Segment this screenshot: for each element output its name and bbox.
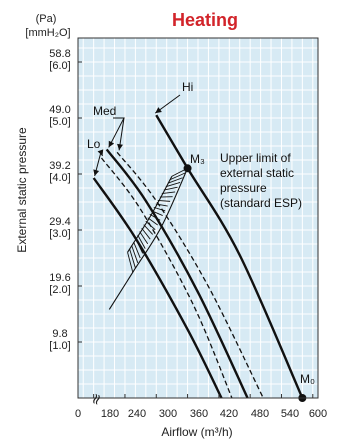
- esp-hatch-line: [137, 234, 146, 249]
- y-tick-label-mmh2o: [4.0]: [49, 172, 70, 184]
- esp-hatch-line: [127, 252, 134, 273]
- curve-med-solid: [105, 148, 249, 399]
- x-tick-label: 480: [251, 408, 269, 420]
- y-tick-label-mmh2o: [3.0]: [49, 228, 70, 240]
- med-label: Med: [93, 104, 116, 118]
- y-tick-label-mmh2o: [5.0]: [49, 116, 70, 128]
- esp-hatch-line: [145, 220, 156, 231]
- lo-label: Lo: [87, 137, 101, 151]
- y-tick-label-pa: 39.2: [49, 160, 70, 172]
- esp-hatch-line: [169, 172, 186, 181]
- esp-hatch-line: [167, 177, 183, 184]
- label-leader-arrowhead: [117, 143, 123, 151]
- x-tick-label: 360: [190, 408, 208, 420]
- x-tick-labels: 0 180 240 300 360 420 480 540 600: [75, 394, 327, 420]
- leader-lines: [93, 94, 181, 177]
- point-label-m0: M₀: [300, 372, 315, 386]
- grid-lines: [78, 38, 318, 398]
- x-tick-label: 240: [128, 408, 146, 420]
- x-tick-label: 0: [75, 408, 81, 420]
- x-tick-label: 300: [159, 408, 177, 420]
- y-tick-label-pa: 29.4: [49, 216, 70, 228]
- esp-hatch-line: [147, 217, 158, 226]
- x-tick-label: 420: [220, 408, 238, 420]
- esp-hatch-line: [133, 241, 141, 259]
- esp-hatch-line: [135, 238, 144, 254]
- esp-hatch-line: [149, 213, 161, 221]
- y-tick-label-mmh2o: [2.0]: [49, 284, 70, 296]
- curve-lo-dashed: [100, 157, 233, 399]
- point-label-m3: M₃: [190, 152, 205, 166]
- esp-hatch-line: [163, 186, 178, 191]
- upper-limit-line-1: Upper limit of: [220, 151, 291, 165]
- esp-limit-region: [108, 167, 189, 310]
- esp-hatch-line: [153, 206, 166, 212]
- operating-point: [183, 164, 192, 173]
- plot-frame: [77, 37, 319, 399]
- x-tick-label: 600: [309, 408, 327, 420]
- esp-hatch-line: [139, 231, 149, 245]
- label-leader-arrowhead: [97, 149, 104, 156]
- esp-hatch-line: [129, 248, 136, 268]
- curve-med-dashed: [116, 151, 264, 399]
- esp-hatch-line: [151, 210, 163, 216]
- curve-hi-solid: [155, 114, 304, 399]
- x-axis-label: Airflow (m³/h): [161, 425, 232, 439]
- y-unit-pa: (Pa): [36, 13, 57, 25]
- esp-hatch-line: [157, 200, 171, 202]
- y-tick-label-mmh2o: [1.0]: [49, 340, 70, 352]
- airflow-curves: [92, 114, 304, 399]
- y-axis-label: External static pressure: [15, 127, 29, 253]
- upper-limit-line-2: external static: [220, 166, 294, 180]
- curve-lo-solid: [92, 177, 223, 399]
- operating-points: [183, 164, 307, 402]
- y-tick-labels: 9.8[1.0]19.6[2.0]29.4[3.0]39.2[4.0]49.0[…: [49, 48, 82, 352]
- esp-hatch-line: [161, 191, 176, 195]
- y-tick-label-pa: 58.8: [49, 48, 70, 60]
- axis-break-mark: ≈: [86, 390, 107, 408]
- upper-limit-line-3: pressure: [220, 181, 267, 195]
- y-tick-label-pa: 49.0: [49, 104, 70, 116]
- x-tick-label: 540: [281, 408, 299, 420]
- esp-hatch-line: [131, 245, 139, 263]
- hi-label: Hi: [182, 80, 193, 94]
- y-tick-label-pa: 9.8: [52, 328, 67, 340]
- esp-hatch-line: [155, 203, 168, 207]
- label-leader-arrowhead: [155, 107, 162, 114]
- y-tick-label-mmh2o: [6.0]: [49, 60, 70, 72]
- esp-hatch-line: [165, 182, 181, 188]
- esp-hatch-line: [141, 227, 151, 240]
- esp-limit-curve: [108, 168, 189, 310]
- y-tick-label-pa: 19.6: [49, 272, 70, 284]
- label-leader-arrowhead: [93, 169, 100, 176]
- y-unit-mmh2o: [mmH₂O]: [25, 27, 70, 39]
- x-tick-label: 180: [101, 408, 119, 420]
- label-leader-arrowhead: [108, 140, 115, 148]
- esp-hatch-line: [143, 224, 154, 235]
- chart-title: Heating: [172, 10, 238, 30]
- upper-limit-line-4: (standard ESP): [220, 196, 302, 210]
